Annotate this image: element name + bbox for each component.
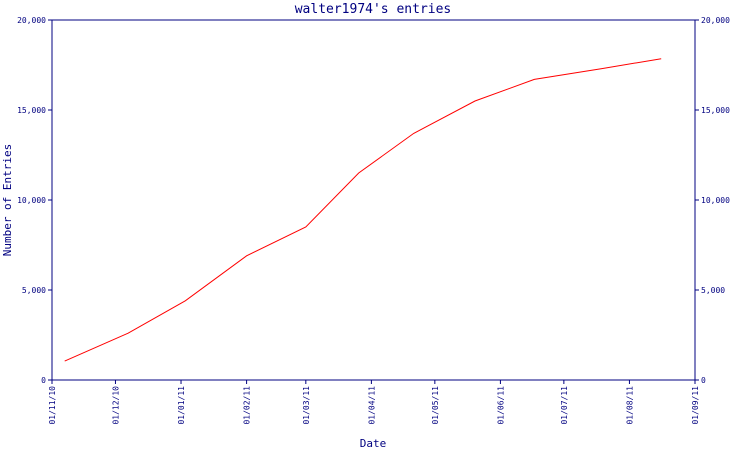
x-tick-label: 01/01/11 <box>177 386 186 425</box>
y-axis-label: Number of Entries <box>1 144 14 257</box>
x-tick-label: 01/05/11 <box>431 386 440 425</box>
x-tick-label: 01/09/11 <box>691 386 700 425</box>
x-tick-label: 01/08/11 <box>625 386 634 425</box>
y-axis-left: 0 5,000 10,000 15,000 20,000 <box>17 16 52 385</box>
x-tick-label: 01/02/11 <box>243 386 252 425</box>
y-tick-label-left: 20,000 <box>17 16 46 25</box>
series-line <box>64 58 662 362</box>
y-tick-label-right: 15,000 <box>701 106 730 115</box>
x-tick-label: 01/12/10 <box>111 386 120 425</box>
y-axis-right: 0 5,000 10,000 15,000 20,000 <box>695 16 730 385</box>
y-tick-label-right: 0 <box>701 376 706 385</box>
x-tick-label: 01/06/11 <box>496 386 505 425</box>
x-axis: 01/11/10 01/12/10 01/01/11 01/02/11 01/03/11… <box>48 380 700 425</box>
plot-frame <box>51 19 696 381</box>
chart-title: walter1974's entries <box>295 2 452 17</box>
x-axis-label: Date <box>360 437 387 450</box>
x-tick-label: 01/03/11 <box>302 386 311 425</box>
x-tick-label: 01/04/11 <box>367 386 376 425</box>
x-tick-label: 01/07/11 <box>560 386 569 425</box>
x-tick-label: 01/11/10 <box>48 386 57 425</box>
y-tick-label-right: 10,000 <box>701 196 730 205</box>
y-tick-label-left: 5,000 <box>22 286 46 295</box>
y-tick-label-left: 10,000 <box>17 196 46 205</box>
series-layer <box>64 58 662 362</box>
y-tick-label-left: 15,000 <box>17 106 46 115</box>
y-tick-label-right: 20,000 <box>701 16 730 25</box>
y-tick-label-right: 5,000 <box>701 286 725 295</box>
y-tick-label-left: 0 <box>41 376 46 385</box>
